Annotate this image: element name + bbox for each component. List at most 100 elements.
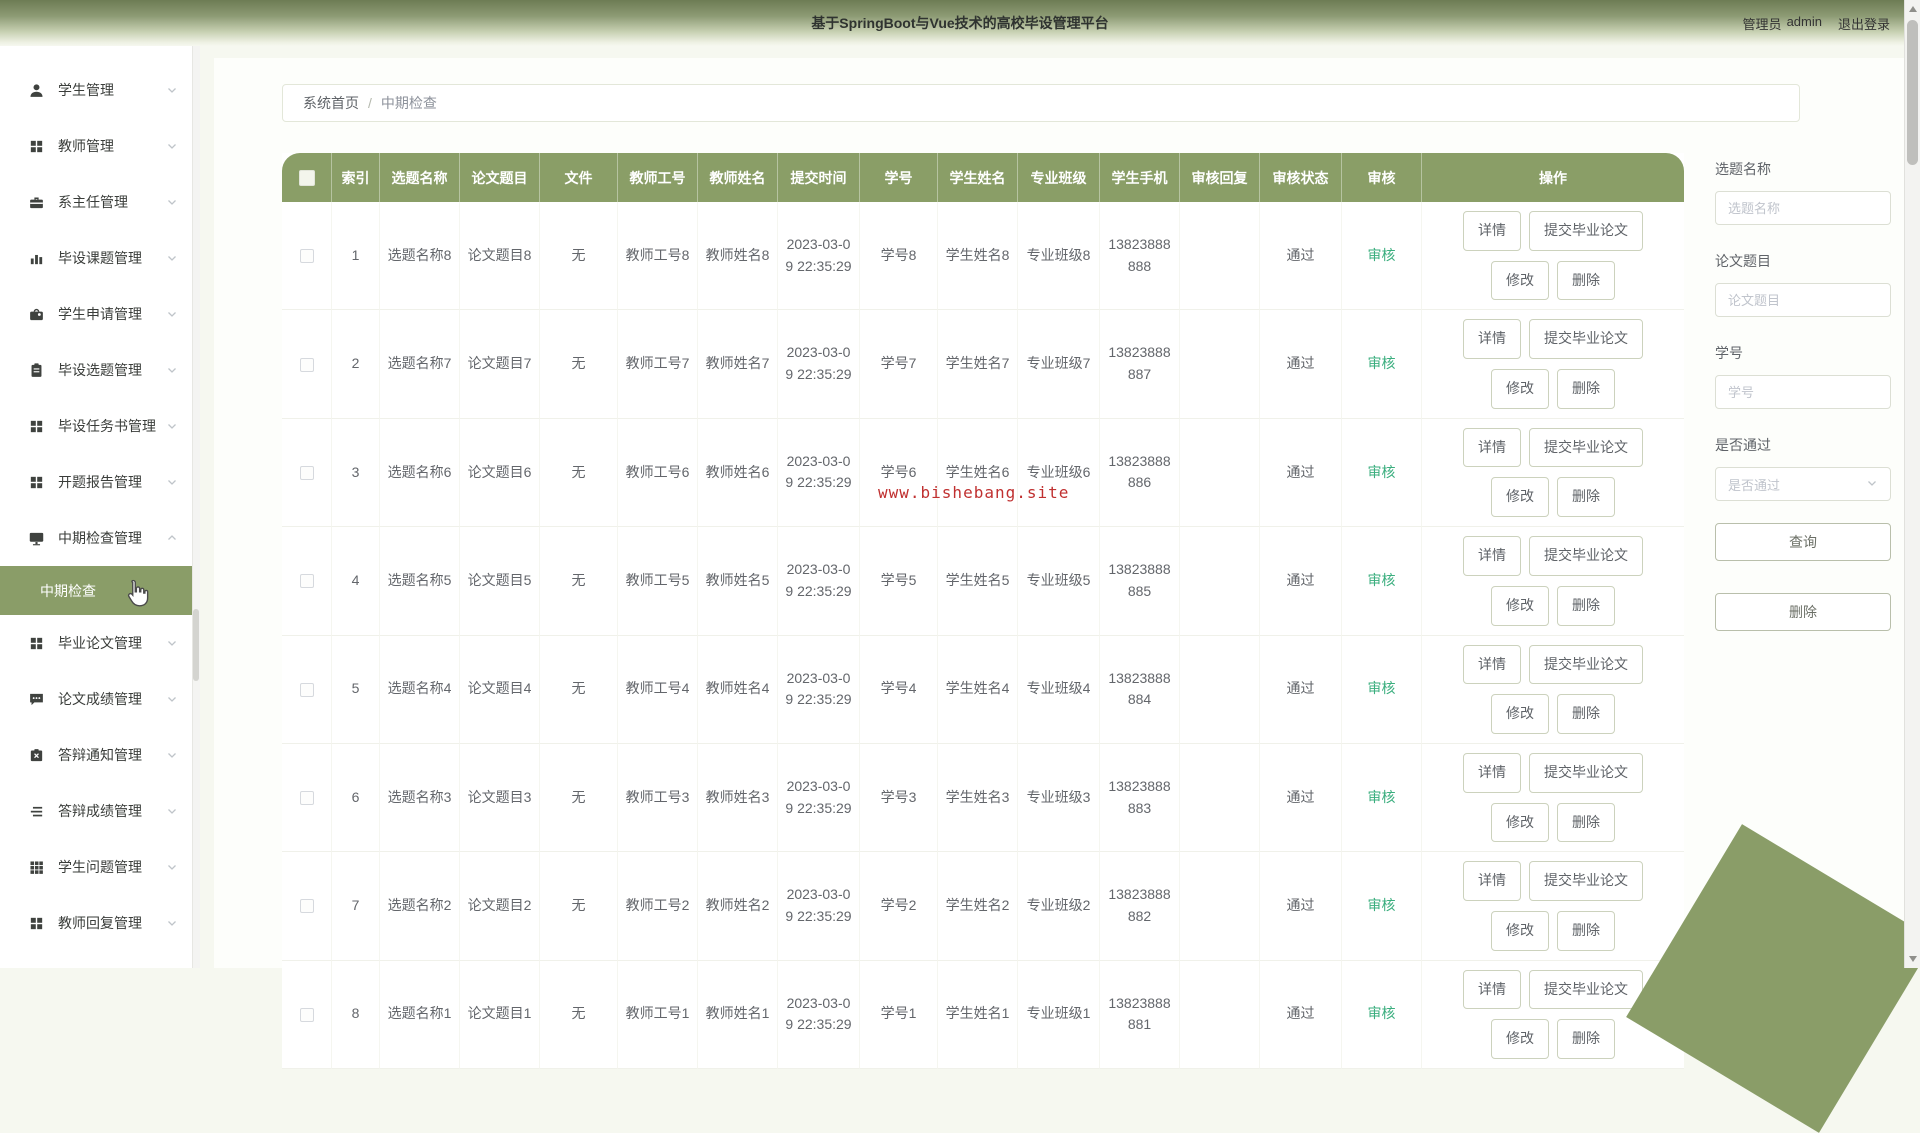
- batch-delete-button[interactable]: 删除: [1715, 593, 1891, 631]
- delete-button[interactable]: 删除: [1557, 694, 1615, 734]
- edit-button[interactable]: 修改: [1491, 477, 1549, 518]
- sidebar-item-topic-selection[interactable]: 毕设选题管理: [0, 342, 200, 398]
- row-checkbox[interactable]: [299, 899, 314, 914]
- scrollbar-thumb[interactable]: [1907, 20, 1918, 165]
- detail-button[interactable]: 详情: [1463, 536, 1521, 576]
- sidebar-item-students[interactable]: 学生管理: [0, 62, 200, 118]
- detail-button[interactable]: 详情: [1463, 861, 1521, 901]
- edit-button[interactable]: 修改: [1491, 260, 1549, 301]
- breadcrumb: 系统首页 / 中期检查: [282, 84, 1800, 122]
- sidebar-item-project-topics[interactable]: 毕设课题管理: [0, 230, 200, 286]
- audit-link[interactable]: 审核: [1367, 788, 1396, 805]
- sidebar-item-task-book[interactable]: 毕设任务书管理: [0, 398, 200, 454]
- submit-thesis-button[interactable]: 提交毕业论文: [1529, 752, 1643, 793]
- row-checkbox[interactable]: [299, 682, 314, 697]
- sidebar-scrollbar-thumb[interactable]: [193, 609, 199, 681]
- midterm-check-table-wrap: 索引 选题名称 论文题目 文件 教师工号 教师姓名 提交时间 学号 学生姓名 专业班级 学生手机 审核…: [282, 153, 1684, 1069]
- submit-thesis-button[interactable]: 提交毕业论文: [1529, 427, 1643, 468]
- column-header: 审核回复: [1180, 153, 1260, 202]
- delete-button[interactable]: 删除: [1557, 369, 1615, 409]
- cell-index: 3: [332, 418, 380, 528]
- detail-button[interactable]: 详情: [1463, 319, 1521, 360]
- sidebar-item-student-questions[interactable]: 学生问题管理: [0, 839, 200, 895]
- submit-thesis-button[interactable]: 提交毕业论文: [1529, 861, 1643, 901]
- filter-label-student-id: 学号: [1715, 345, 1743, 361]
- search-button[interactable]: 查询: [1715, 523, 1891, 561]
- cell-review-status: 通过: [1260, 960, 1342, 1069]
- audit-link[interactable]: 审核: [1367, 897, 1396, 914]
- delete-button[interactable]: 删除: [1557, 260, 1615, 301]
- cell-review-reply: [1180, 418, 1260, 528]
- sidebar-item-teachers[interactable]: 教师管理: [0, 118, 200, 174]
- sidebar-item-thesis-grades[interactable]: 论文成绩管理: [0, 671, 200, 727]
- cell-teacher-id: 教师工号3: [618, 743, 698, 853]
- detail-button[interactable]: 详情: [1463, 752, 1521, 793]
- detail-button[interactable]: 详情: [1463, 969, 1521, 1010]
- scroll-up-arrow-icon[interactable]: [1909, 6, 1917, 12]
- edit-button[interactable]: 修改: [1491, 1019, 1549, 1059]
- scroll-down-arrow-icon[interactable]: [1909, 956, 1917, 962]
- sidebar-item-department-head[interactable]: 系主任管理: [0, 174, 200, 230]
- sidebar-item-graduation-thesis[interactable]: 毕业论文管理: [0, 615, 200, 671]
- row-checkbox[interactable]: [299, 357, 314, 372]
- delete-button[interactable]: 删除: [1557, 585, 1615, 626]
- cell-class: 专业班级1: [1018, 960, 1100, 1069]
- edit-button[interactable]: 修改: [1491, 585, 1549, 626]
- cell-teacher-id: 教师工号7: [618, 310, 698, 419]
- detail-button[interactable]: 详情: [1463, 427, 1521, 468]
- audit-link[interactable]: 审核: [1367, 463, 1396, 480]
- filter-select-is-passed[interactable]: 是否通过: [1715, 467, 1891, 501]
- detail-button[interactable]: 详情: [1463, 644, 1521, 685]
- filter-input-topic-name[interactable]: [1715, 191, 1891, 225]
- logout-link[interactable]: 退出登录: [1837, 16, 1890, 32]
- audit-link[interactable]: 审核: [1367, 355, 1396, 372]
- table-row: 1 选题名称8 论文题目8 无教师工号8 教师姓名8 2023-03-09 22:35:2…: [282, 202, 1684, 311]
- sidebar-item-defense-notice[interactable]: 答辩通知管理: [0, 727, 200, 783]
- submit-thesis-button[interactable]: 提交毕业论文: [1529, 211, 1643, 251]
- sidebar-scrollbar-track[interactable]: [192, 46, 200, 968]
- audit-link[interactable]: 审核: [1367, 246, 1396, 263]
- breadcrumb-home[interactable]: 系统首页: [303, 95, 359, 111]
- sidebar-item-opening-report[interactable]: 开题报告管理: [0, 454, 200, 510]
- edit-button[interactable]: 修改: [1491, 910, 1549, 951]
- cell-teacher-name: 教师姓名7: [698, 310, 778, 419]
- sidebar-subitem-midterm-check-list-active[interactable]: 中期检查: [0, 566, 200, 615]
- delete-button[interactable]: 删除: [1557, 802, 1615, 843]
- page-scrollbar[interactable]: [1904, 0, 1920, 968]
- row-checkbox[interactable]: [299, 791, 314, 806]
- delete-button[interactable]: 删除: [1557, 477, 1615, 518]
- briefcase-icon: [28, 194, 45, 211]
- submit-thesis-button[interactable]: 提交毕业论文: [1529, 644, 1643, 685]
- audit-link[interactable]: 审核: [1367, 680, 1396, 697]
- delete-button[interactable]: 删除: [1557, 910, 1615, 951]
- cell-topic-name: 选题名称1: [380, 960, 460, 1069]
- edit-button[interactable]: 修改: [1491, 694, 1549, 734]
- sidebar-item-student-applications[interactable]: 学生申请管理: [0, 286, 200, 342]
- cell-index: 8: [332, 960, 380, 1069]
- audit-link[interactable]: 审核: [1367, 1005, 1396, 1022]
- column-header: 学生姓名: [938, 153, 1018, 202]
- detail-button[interactable]: 详情: [1463, 211, 1521, 251]
- row-checkbox[interactable]: [299, 1007, 314, 1022]
- cell-index: 1: [332, 202, 380, 311]
- sidebar-item-midterm-check[interactable]: 中期检查管理: [0, 510, 200, 566]
- edit-button[interactable]: 修改: [1491, 369, 1549, 409]
- select-all-checkbox[interactable]: [298, 170, 315, 187]
- row-checkbox[interactable]: [299, 465, 314, 480]
- submit-thesis-button[interactable]: 提交毕业论文: [1529, 319, 1643, 360]
- cell-audit: 审核: [1342, 635, 1422, 744]
- delete-button[interactable]: 删除: [1557, 1019, 1615, 1059]
- audit-link[interactable]: 审核: [1367, 571, 1396, 588]
- cell-index: 2: [332, 310, 380, 419]
- sidebar-item-defense-grades[interactable]: 答辩成绩管理: [0, 783, 200, 839]
- cell-phone: 13823888883: [1100, 743, 1180, 853]
- row-checkbox[interactable]: [299, 249, 314, 264]
- cell-submit-time: 2023-03-09 22:35:29: [778, 852, 860, 961]
- edit-button[interactable]: 修改: [1491, 802, 1549, 843]
- row-checkbox[interactable]: [299, 574, 314, 589]
- filter-input-thesis-title[interactable]: [1715, 283, 1891, 317]
- submit-thesis-button[interactable]: 提交毕业论文: [1529, 536, 1643, 576]
- filter-input-student-id[interactable]: [1715, 375, 1891, 409]
- sidebar-item-teacher-replies[interactable]: 教师回复管理: [0, 895, 200, 951]
- submit-thesis-button[interactable]: 提交毕业论文: [1529, 969, 1643, 1010]
